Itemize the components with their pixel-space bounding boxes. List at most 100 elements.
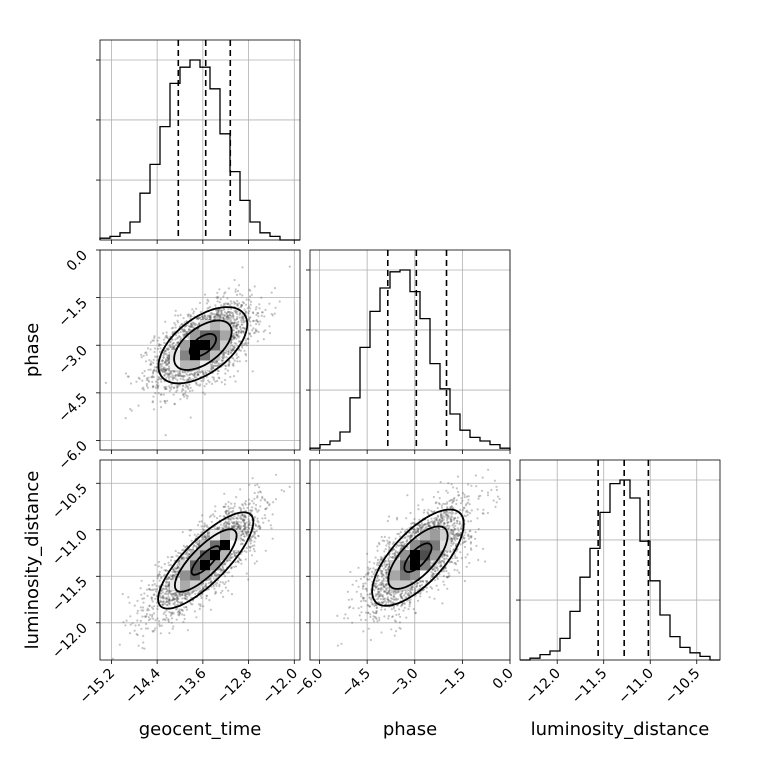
scatter-point	[191, 373, 195, 376]
scatter-point	[142, 641, 145, 644]
scatter-point	[187, 552, 191, 556]
scatter-point	[233, 309, 236, 313]
scatter-point	[222, 315, 225, 319]
scatter-point	[214, 505, 217, 508]
scatter-point	[195, 376, 198, 379]
scatter-point	[253, 544, 256, 547]
scatter-point	[257, 315, 260, 318]
scatter-point	[180, 608, 183, 612]
scatter-point	[171, 598, 174, 602]
scatter-point	[160, 378, 163, 381]
scatter-point	[243, 327, 246, 330]
scatter-point	[118, 643, 121, 646]
scatter-point	[172, 625, 175, 628]
scatter-point	[206, 298, 209, 301]
scatter-point	[158, 585, 161, 588]
scatter-point	[152, 612, 155, 615]
scatter-point	[188, 534, 191, 537]
scatter-point	[186, 397, 189, 400]
scatter-point	[246, 529, 249, 532]
scatter-point	[170, 372, 173, 375]
scatter-point	[190, 603, 193, 606]
scatter-point	[210, 382, 214, 385]
scatter-point	[224, 367, 227, 370]
scatter-point	[188, 377, 191, 380]
scatter-point	[219, 316, 222, 319]
scatter-point	[205, 594, 208, 598]
scatter-point	[197, 591, 200, 594]
scatter-point	[250, 554, 254, 557]
scatter-point	[215, 575, 218, 578]
scatter-point	[159, 363, 162, 366]
scatter-point	[186, 330, 189, 333]
scatter-point	[146, 607, 149, 610]
scatter-point	[244, 339, 247, 342]
scatter-point	[167, 600, 170, 603]
scatter-point	[164, 585, 167, 588]
scatter-point	[167, 620, 170, 624]
scatter-point	[248, 540, 252, 543]
scatter-point	[178, 612, 181, 615]
scatter-point	[232, 345, 235, 349]
scatter-point	[233, 324, 236, 327]
scatter-point	[184, 330, 187, 333]
scatter-point	[251, 499, 254, 503]
scatter-point	[234, 326, 237, 329]
scatter-point	[160, 575, 163, 578]
scatter-point	[196, 543, 199, 546]
scatter-point	[175, 567, 178, 570]
scatter-point	[172, 386, 175, 390]
scatter-point	[223, 314, 226, 317]
scatter-point	[212, 365, 215, 368]
scatter-point	[181, 328, 184, 331]
scatter-point	[231, 575, 234, 578]
scatter-point	[244, 343, 247, 346]
scatter-point	[165, 616, 168, 619]
scatter-point	[182, 384, 185, 387]
scatter-point	[159, 347, 162, 350]
scatter-point	[201, 371, 205, 374]
scatter-point	[230, 556, 233, 559]
scatter-point	[242, 532, 245, 536]
scatter-point	[202, 582, 205, 585]
scatter-point	[216, 527, 219, 530]
scatter-point	[180, 601, 183, 604]
scatter-point	[265, 507, 268, 510]
scatter-point	[177, 372, 180, 375]
scatter-point	[181, 609, 184, 612]
scatter-point	[167, 365, 171, 368]
scatter-point	[167, 363, 170, 366]
scatter-point	[242, 519, 245, 522]
scatter-point	[191, 389, 194, 392]
scatter-point	[168, 601, 171, 605]
scatter-point	[162, 338, 165, 341]
scatter-point	[180, 557, 183, 561]
scatter-point	[250, 539, 253, 542]
scatter-point	[234, 311, 237, 314]
scatter-point	[216, 312, 219, 315]
scatter-point	[164, 320, 167, 323]
scatter-point	[200, 315, 203, 318]
scatter-point	[260, 296, 263, 299]
scatter-point	[176, 567, 179, 570]
scatter-point	[219, 315, 222, 318]
scatter-point	[250, 524, 253, 527]
scatter-point	[223, 575, 227, 578]
scatter-point	[180, 322, 183, 326]
scatter-point	[243, 525, 246, 528]
scatter-point	[152, 385, 155, 388]
scatter-point	[136, 633, 139, 637]
scatter-point	[167, 347, 170, 350]
scatter-point	[141, 372, 144, 375]
scatter-point	[212, 367, 215, 370]
scatter-point	[226, 310, 230, 313]
scatter-point	[175, 597, 178, 600]
scatter-point	[171, 347, 174, 350]
scatter-point	[124, 372, 127, 375]
scatter-point	[253, 536, 256, 539]
scatter-point	[231, 363, 234, 366]
scatter-point	[174, 309, 177, 312]
scatter-point	[160, 566, 163, 569]
scatter-point	[165, 596, 168, 600]
scatter-point	[168, 354, 171, 357]
